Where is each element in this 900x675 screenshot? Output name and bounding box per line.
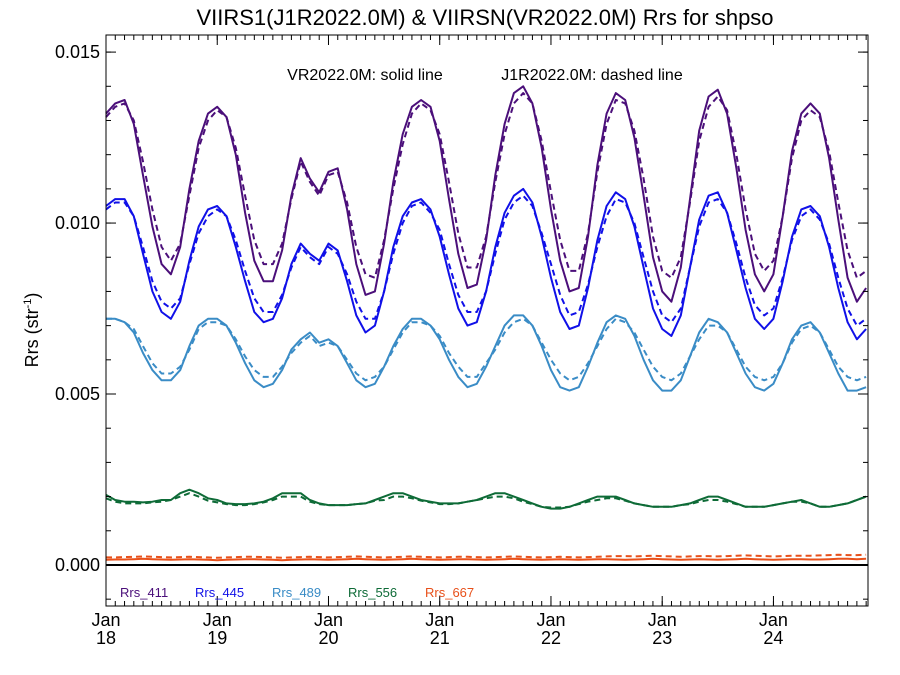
x-tick-label-year: 21 — [430, 628, 450, 648]
x-tick-label-month: Jan — [425, 610, 454, 630]
y-tick-label: 0.005 — [55, 384, 100, 404]
series-line-rrs-667-solid — [105, 557, 867, 562]
plot-frame — [105, 34, 869, 607]
y-axis-label-close: ) — [22, 293, 42, 299]
legend-entry-rrs-489: Rrs_489 — [272, 585, 321, 600]
x-tick-label-year: 23 — [652, 628, 672, 648]
series-line-rrs-411-solid — [105, 85, 867, 303]
x-tick-label-month: Jan — [759, 610, 788, 630]
dashed-line-note: J1R2022.0M: dashed line — [501, 67, 683, 84]
y-tick-label: 0.000 — [55, 555, 100, 575]
series-line-rrs-489-solid — [106, 314, 867, 392]
y-axis-label-superscript: -1 — [22, 299, 34, 309]
plot-area: 0.0000.0050.0100.015Jan18Jan19Jan20Jan21… — [55, 34, 869, 648]
legend-entry-rrs-556: Rrs_556 — [348, 585, 397, 600]
series-line-rrs-667-dashed — [106, 553, 867, 559]
x-tick-label-year: 19 — [207, 628, 227, 648]
x-tick-label-year: 22 — [541, 628, 561, 648]
series-line-rrs-556-solid — [105, 488, 867, 510]
y-tick-label: 0.015 — [55, 42, 100, 62]
series-line-rrs-489-dashed — [106, 317, 867, 382]
x-tick-label-year: 18 — [96, 628, 116, 648]
solid-line-note: VR2022.0M: solid line — [287, 67, 443, 84]
y-tick-label: 0.010 — [55, 213, 100, 233]
x-tick-label-month: Jan — [91, 610, 120, 630]
legend-entry-rrs-411: Rrs_411 — [120, 585, 168, 600]
y-axis-label: Rrs (str-1) — [22, 293, 42, 368]
x-tick-label-year: 24 — [763, 628, 783, 648]
series-line-rrs-411-dashed — [105, 92, 867, 279]
x-tick-label-month: Jan — [648, 610, 677, 630]
series-line-rrs-445-solid — [105, 187, 867, 341]
y-axis-label-main: Rrs (str — [22, 308, 42, 367]
legend-entry-rrs-667: Rrs_667 — [425, 585, 474, 600]
chart-title: VIIRS1(J1R2022.0M) & VIIRSN(VR2022.0M) R… — [196, 5, 773, 30]
x-tick-label-month: Jan — [314, 610, 343, 630]
x-tick-label-year: 20 — [318, 628, 338, 648]
x-tick-label-month: Jan — [203, 610, 232, 630]
x-tick-label-month: Jan — [536, 610, 565, 630]
legend-entry-rrs-445: Rrs_445 — [195, 585, 244, 600]
